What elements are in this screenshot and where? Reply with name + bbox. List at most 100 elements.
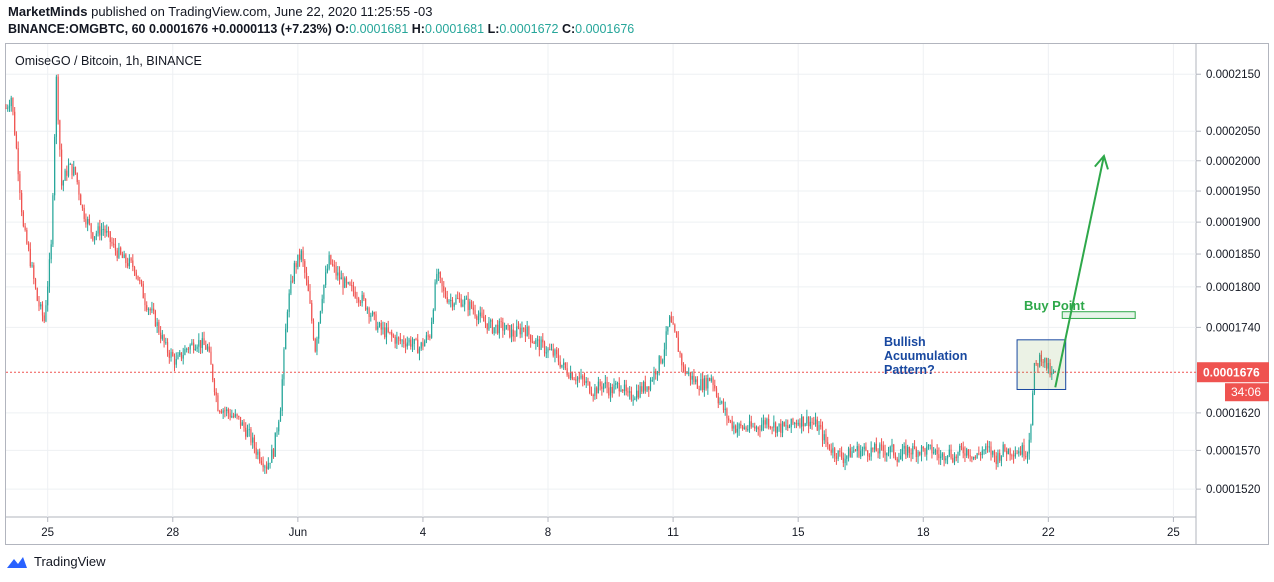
candle-body [851, 451, 853, 458]
time-axis[interactable]: 25 28 Jun 4 8 11 15 18 22 25 [41, 517, 1180, 539]
y-tick-label: 0.0002150 [1206, 69, 1260, 81]
candle-body [623, 384, 626, 392]
high-value: 0.0001681 [424, 22, 485, 36]
candle-body [15, 134, 18, 149]
candle-body [451, 300, 454, 307]
candle-body [69, 163, 71, 165]
projection-arrow-head [1094, 153, 1109, 170]
tradingview-footer[interactable]: TradingView [6, 554, 106, 569]
candle-body [345, 278, 348, 284]
candle-body [305, 272, 308, 281]
candle-body [818, 425, 820, 431]
candle-body [356, 297, 358, 299]
candle-body [168, 352, 170, 358]
candle-body [900, 455, 902, 460]
candle-body [894, 455, 897, 459]
candle-body [1035, 362, 1037, 364]
candle-body [252, 437, 254, 443]
candle-body [113, 243, 115, 245]
candle-body [107, 231, 110, 233]
candle-body [457, 298, 459, 300]
candle-body [76, 172, 78, 183]
candle-body [1051, 372, 1053, 375]
candle-body [481, 312, 483, 317]
candle-body [17, 148, 19, 175]
candle-body [365, 298, 367, 310]
candle-body [323, 285, 325, 299]
candle-body [177, 355, 179, 359]
candle-body [564, 362, 566, 369]
candle-body [26, 230, 28, 244]
candle-body [653, 371, 655, 380]
y-tick-label: 0.0001520 [1206, 484, 1260, 496]
candle-body [1026, 453, 1029, 457]
candle-body [34, 278, 37, 289]
candle-body [639, 386, 641, 398]
candle-body [611, 386, 613, 394]
candle-body [966, 449, 968, 456]
candle-body [787, 425, 789, 428]
candle-body [337, 272, 339, 276]
candle-body [403, 340, 405, 344]
candle-body [967, 449, 970, 456]
candle-body [100, 229, 103, 236]
candle-body [912, 446, 914, 455]
candle-body [377, 326, 379, 330]
candle-body [186, 348, 188, 350]
candle-body [757, 427, 759, 430]
candle-body [431, 322, 433, 338]
candle-body [686, 373, 688, 375]
candle-body [880, 444, 883, 446]
candle-body [316, 338, 318, 352]
candle-body [437, 272, 440, 274]
candle-body [670, 316, 672, 323]
candle-body [410, 339, 412, 347]
candle-body [783, 422, 785, 426]
candle-body [232, 415, 235, 417]
candle-body [227, 409, 229, 414]
candle-body [846, 455, 848, 459]
candle-body [705, 378, 707, 389]
candle-body [470, 301, 473, 308]
x-tick-label: 8 [545, 527, 551, 539]
candle-body [8, 106, 11, 108]
candle-body [571, 372, 573, 380]
candle-body [80, 194, 82, 206]
candle-body [934, 450, 937, 452]
candle-body [359, 302, 361, 304]
candle-body [392, 335, 395, 337]
candle-body [193, 342, 195, 351]
x-tick-label: 28 [166, 527, 179, 539]
candle-body [38, 300, 40, 307]
candle-body [642, 381, 645, 392]
candle-body [179, 352, 181, 356]
candle-body [464, 299, 466, 305]
candle-body [658, 356, 660, 372]
candle-body [620, 389, 622, 392]
candle-body [606, 381, 608, 388]
price-axis[interactable]: 0.0001520 0.0001570 0.0001620 0.0001740 0.00… [1196, 69, 1269, 496]
candle-body [630, 391, 633, 400]
candle-body [740, 424, 742, 426]
candle-body [807, 416, 810, 427]
candle-body [236, 414, 238, 417]
change-value: +0.0000113 (+7.23%) [211, 22, 332, 36]
candle-body [92, 232, 94, 241]
candle-body [14, 111, 16, 135]
candle-body [154, 311, 157, 326]
candle-body [476, 316, 478, 321]
candle-body [264, 466, 266, 468]
candle-body [243, 422, 245, 428]
candle-body [665, 331, 667, 350]
candle-body [48, 259, 51, 287]
candle-body [938, 454, 940, 459]
candle-body [394, 336, 396, 344]
candle-body [1014, 453, 1016, 457]
candle-body [875, 443, 877, 452]
candle-body [417, 339, 419, 354]
candle-body [583, 379, 586, 383]
publisher-name[interactable]: MarketMinds [8, 4, 88, 19]
candle-body [901, 448, 904, 456]
candle-body [804, 423, 806, 427]
